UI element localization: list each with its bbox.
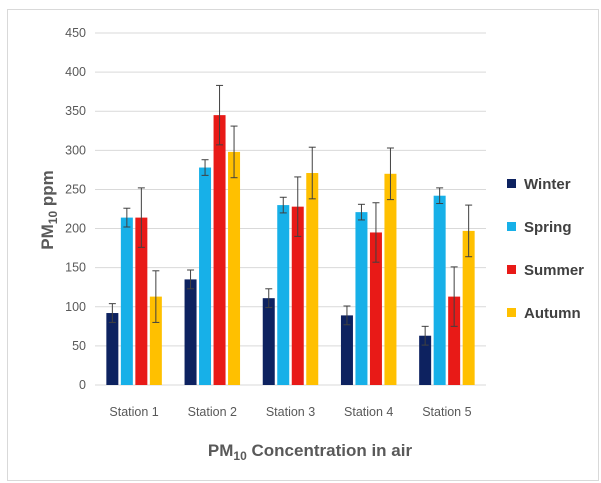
y-axis-title-subscript: 10 [46, 211, 60, 225]
legend-swatch-winter [507, 179, 516, 188]
bar-winter-5 [419, 335, 432, 385]
bar-autumn-3 [306, 173, 319, 385]
bar-spring-2 [199, 167, 212, 385]
legend-label-spring: Spring [524, 219, 572, 236]
chart-frame: 0 50 100 150 200 250 300 350 400 450 Station 1 Sta… [7, 9, 599, 481]
y-tick-label: 100 [65, 300, 86, 314]
bar-winter-2 [184, 279, 197, 385]
bar-autumn-2 [228, 151, 241, 385]
bar-spring-4 [355, 212, 368, 385]
y-axis-title-main: PM [38, 224, 57, 250]
x-tick-label-station-5: Station 5 [422, 405, 471, 419]
bar-spring-5 [433, 195, 446, 385]
bar-winter-1 [106, 313, 119, 385]
bar-summer-4 [369, 232, 382, 385]
legend: Winter Spring Summer Autumn [507, 176, 584, 322]
y-tick-labels: 0 50 100 150 200 250 300 350 400 450 [65, 26, 86, 392]
legend-label-autumn: Autumn [524, 305, 581, 322]
bar-summer-2 [213, 115, 226, 385]
x-tick-label-station-4: Station 4 [344, 405, 393, 419]
y-tick-label: 400 [65, 65, 86, 79]
bars [106, 115, 475, 385]
bar-autumn-1 [149, 296, 162, 385]
y-tick-label: 0 [79, 378, 86, 392]
x-tick-label-station-2: Station 2 [188, 405, 237, 419]
bar-summer-5 [448, 296, 461, 385]
y-axis-title: PM10 ppm [38, 170, 60, 249]
bar-spring-1 [120, 217, 133, 385]
x-tick-labels: Station 1 Station 2 Station 3 Station 4 Stat… [109, 405, 471, 419]
legend-swatch-spring [507, 222, 516, 231]
bar-summer-1 [135, 217, 148, 385]
y-tick-label: 300 [65, 143, 86, 157]
x-axis-title: PM10 Concentration in air [208, 441, 413, 463]
y-tick-label: 200 [65, 222, 86, 236]
error-bars [108, 84, 473, 346]
x-axis-title-rest: Concentration in air [247, 441, 413, 460]
y-tick-label: 350 [65, 104, 86, 118]
bar-autumn-5 [462, 230, 475, 385]
bar-summer-3 [291, 206, 304, 385]
y-tick-label: 450 [65, 26, 86, 40]
legend-swatch-summer [507, 265, 516, 274]
legend-label-summer: Summer [524, 262, 584, 279]
y-tick-label: 150 [65, 261, 86, 275]
y-tick-label: 50 [72, 339, 86, 353]
legend-label-winter: Winter [524, 176, 571, 193]
y-tick-label: 250 [65, 182, 86, 196]
bar-autumn-4 [384, 173, 397, 385]
legend-swatch-autumn [507, 308, 516, 317]
bar-winter-4 [340, 315, 353, 385]
x-axis-title-main: PM [208, 441, 234, 460]
bar-spring-3 [277, 205, 290, 385]
y-axis-title-rest: ppm [38, 170, 57, 211]
x-tick-label-station-3: Station 3 [266, 405, 315, 419]
x-axis-title-subscript: 10 [233, 449, 247, 463]
x-tick-label-station-1: Station 1 [109, 405, 158, 419]
bar-winter-3 [262, 298, 275, 385]
